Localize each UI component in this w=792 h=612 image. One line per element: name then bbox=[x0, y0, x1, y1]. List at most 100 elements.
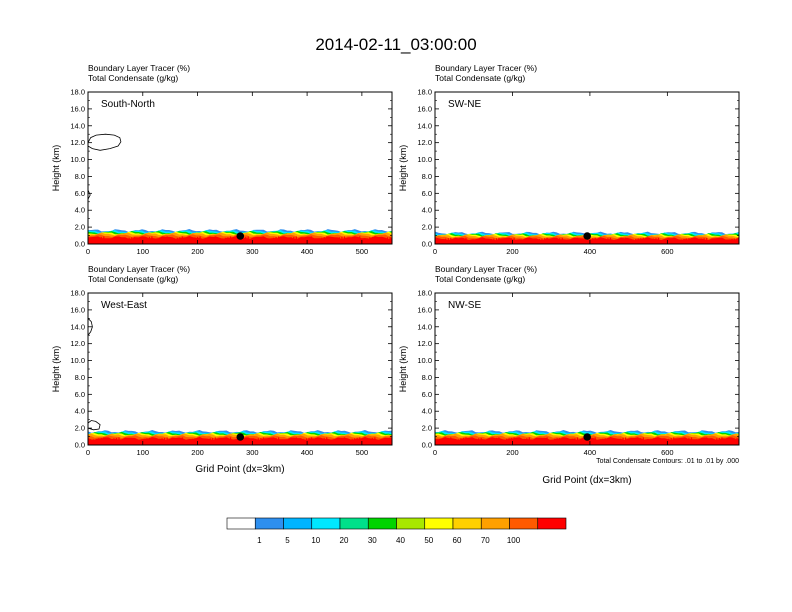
tracer-column bbox=[478, 238, 480, 244]
tracer-column bbox=[272, 237, 275, 244]
tracer-column bbox=[561, 237, 563, 244]
tracer-column bbox=[255, 237, 257, 244]
tracer-column bbox=[88, 239, 90, 244]
tracer-column bbox=[670, 437, 672, 445]
tracer-column bbox=[171, 439, 173, 445]
tracer-column bbox=[156, 238, 158, 244]
tracer-column bbox=[546, 237, 548, 244]
tracer-column bbox=[191, 438, 194, 445]
tracer-column bbox=[599, 439, 601, 445]
tracer-column bbox=[435, 440, 437, 445]
tracer-column bbox=[310, 437, 313, 445]
tracer-column bbox=[467, 440, 470, 445]
tracer-column bbox=[657, 437, 660, 445]
tracer-column bbox=[389, 236, 391, 244]
tracer-column bbox=[298, 440, 300, 445]
y-tick-label: 12.0 bbox=[417, 138, 432, 147]
x-tick-label: 200 bbox=[191, 448, 204, 457]
tracer-column bbox=[113, 438, 115, 445]
tracer-column bbox=[731, 239, 733, 244]
tracer-column bbox=[635, 438, 637, 445]
tracer-column bbox=[437, 239, 439, 244]
colorbar-swatch bbox=[452, 517, 482, 530]
x-tick-label: 400 bbox=[584, 247, 597, 256]
tracer-column bbox=[369, 438, 371, 445]
tracer-column bbox=[90, 238, 92, 244]
tracer-column bbox=[303, 438, 305, 445]
tracer-column bbox=[675, 440, 677, 445]
tracer-column bbox=[511, 238, 513, 244]
tracer-column bbox=[635, 239, 637, 244]
tracer-column bbox=[169, 239, 171, 244]
tracer-column bbox=[219, 238, 221, 244]
tracer-column bbox=[604, 238, 606, 244]
tracer-column bbox=[528, 437, 530, 445]
tracer-column bbox=[141, 439, 143, 445]
tracer-column bbox=[293, 437, 295, 445]
tracer-column bbox=[262, 236, 264, 244]
colorbar-label: 40 bbox=[396, 536, 405, 545]
tracer-column bbox=[245, 437, 247, 445]
tracer-column bbox=[232, 239, 234, 244]
tracer-column bbox=[234, 238, 237, 244]
tracer-column bbox=[265, 239, 267, 244]
tracer-column bbox=[619, 239, 622, 244]
tracer-column bbox=[607, 437, 609, 445]
tracer-column bbox=[594, 437, 596, 445]
tracer-column bbox=[278, 437, 280, 445]
tracer-column bbox=[364, 238, 366, 244]
tracer-column bbox=[450, 237, 452, 244]
y-tick-label: 16.0 bbox=[70, 104, 85, 113]
tracer-column bbox=[240, 438, 242, 445]
tracer-column bbox=[237, 439, 239, 445]
tracer-column bbox=[171, 238, 173, 244]
tracer-column bbox=[650, 239, 652, 244]
tracer-column bbox=[295, 437, 297, 445]
tracer-column bbox=[450, 437, 452, 445]
tracer-column bbox=[736, 238, 738, 244]
tracer-column bbox=[516, 440, 518, 445]
tracer-column bbox=[118, 437, 120, 445]
tracer-column bbox=[316, 439, 318, 445]
tracer-column bbox=[465, 237, 467, 244]
tracer-column bbox=[571, 239, 573, 244]
tracer-column bbox=[645, 240, 647, 244]
tracer-column bbox=[503, 439, 505, 445]
tracer-column bbox=[521, 239, 523, 244]
tracer-column bbox=[328, 440, 330, 445]
tracer-column bbox=[630, 239, 632, 244]
tracer-column bbox=[538, 438, 541, 445]
x-tick-label: 200 bbox=[506, 448, 519, 457]
tracer-column bbox=[138, 439, 140, 445]
tracer-column bbox=[250, 239, 252, 244]
tracer-column bbox=[283, 238, 285, 244]
tracer-column bbox=[224, 438, 226, 445]
y-tick-label: 0.0 bbox=[75, 240, 85, 249]
y-tick-label: 6.0 bbox=[75, 390, 85, 399]
tracer-column bbox=[364, 439, 366, 445]
tracer-column bbox=[495, 238, 497, 244]
tracer-column bbox=[736, 437, 738, 445]
x-tick-label: 500 bbox=[356, 247, 369, 256]
y-tick-label: 10.0 bbox=[70, 155, 85, 164]
tracer-column bbox=[718, 437, 720, 445]
tracer-column bbox=[219, 439, 221, 445]
tracer-column bbox=[503, 239, 505, 244]
tracer-column bbox=[622, 437, 624, 445]
y-tick-label: 2.0 bbox=[75, 223, 85, 232]
tracer-column bbox=[617, 239, 619, 244]
tracer-column bbox=[685, 238, 687, 244]
tracer-column bbox=[191, 237, 194, 244]
tracer-column bbox=[716, 438, 718, 445]
tracer-column bbox=[480, 238, 482, 244]
tracer-column bbox=[242, 237, 244, 244]
tracer-column bbox=[113, 237, 115, 244]
tracer-column bbox=[652, 238, 655, 244]
tracer-column bbox=[381, 439, 384, 445]
tracer-column bbox=[133, 437, 135, 445]
tracer-column bbox=[386, 438, 389, 445]
x-tick-label: 200 bbox=[191, 247, 204, 256]
tracer-column bbox=[336, 237, 338, 244]
tracer-column bbox=[88, 440, 90, 445]
tracer-column bbox=[110, 439, 112, 445]
